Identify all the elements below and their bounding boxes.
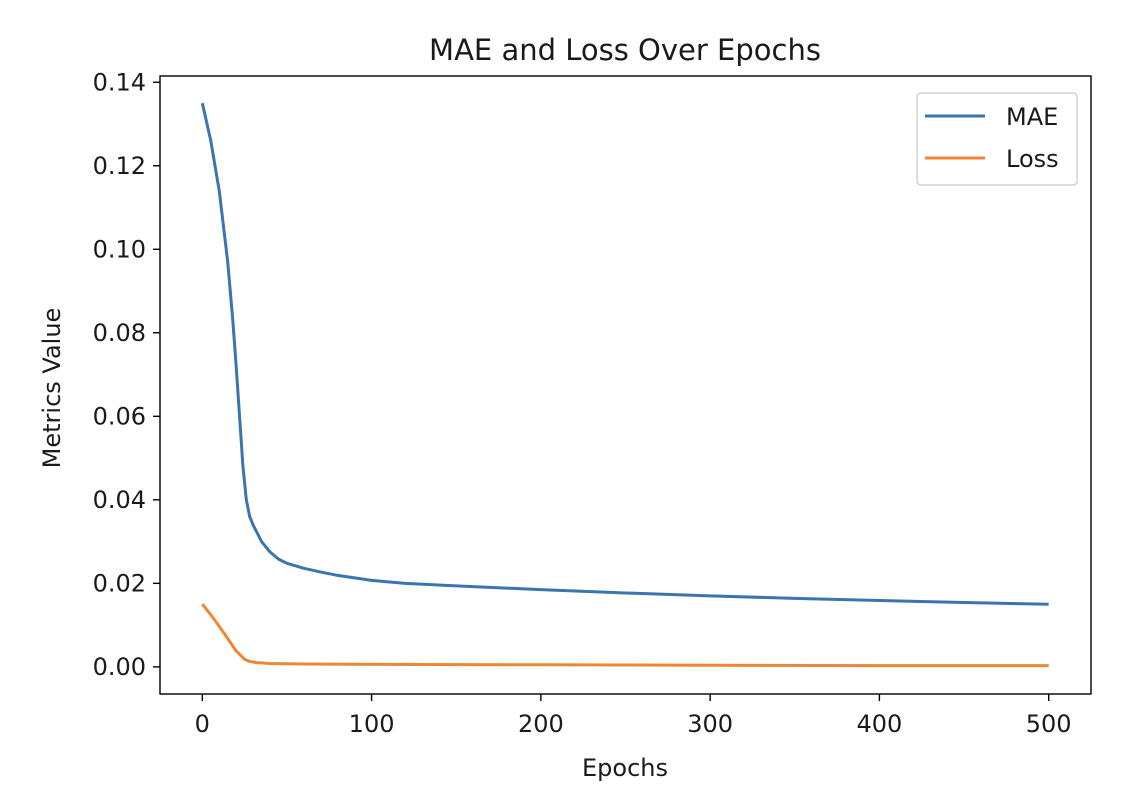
x-tick-label: 300: [687, 710, 733, 738]
x-tick-label: 400: [857, 710, 903, 738]
legend: MAE Loss: [916, 92, 1078, 186]
y-axis-label: Metrics Value: [38, 308, 66, 469]
series-line-mae: [200, 102, 1049, 606]
y-tick-label: 0.12: [93, 152, 146, 180]
y-tick-label: 0.06: [93, 402, 146, 430]
y-tick-label: 0.04: [93, 486, 146, 514]
axes-frame: [159, 75, 1092, 695]
y-tick-label: 0.14: [93, 68, 146, 96]
y-tick-label: 0.10: [93, 235, 146, 263]
legend-label-loss: Loss: [1006, 145, 1059, 173]
x-axis-label: Epochs: [582, 754, 668, 782]
y-tick-label: 0.08: [93, 319, 146, 347]
y-tick-label: 0.00: [93, 653, 146, 681]
legend-label-mae: MAE: [1006, 103, 1058, 131]
ticks: 0 100 200 300 400 500 0.00 0.02 0.04 0.06 0.08 0.10…: [93, 68, 1072, 738]
plot-area: [200, 102, 1049, 668]
y-tick-label: 0.02: [93, 569, 146, 597]
x-tick-label: 100: [349, 710, 395, 738]
chart-title: MAE and Loss Over Epochs: [429, 33, 821, 67]
x-tick-label: 500: [1026, 710, 1072, 738]
x-tick-label: 200: [518, 710, 564, 738]
x-tick-label: 0: [195, 710, 210, 738]
series-line-loss: [201, 603, 1049, 668]
